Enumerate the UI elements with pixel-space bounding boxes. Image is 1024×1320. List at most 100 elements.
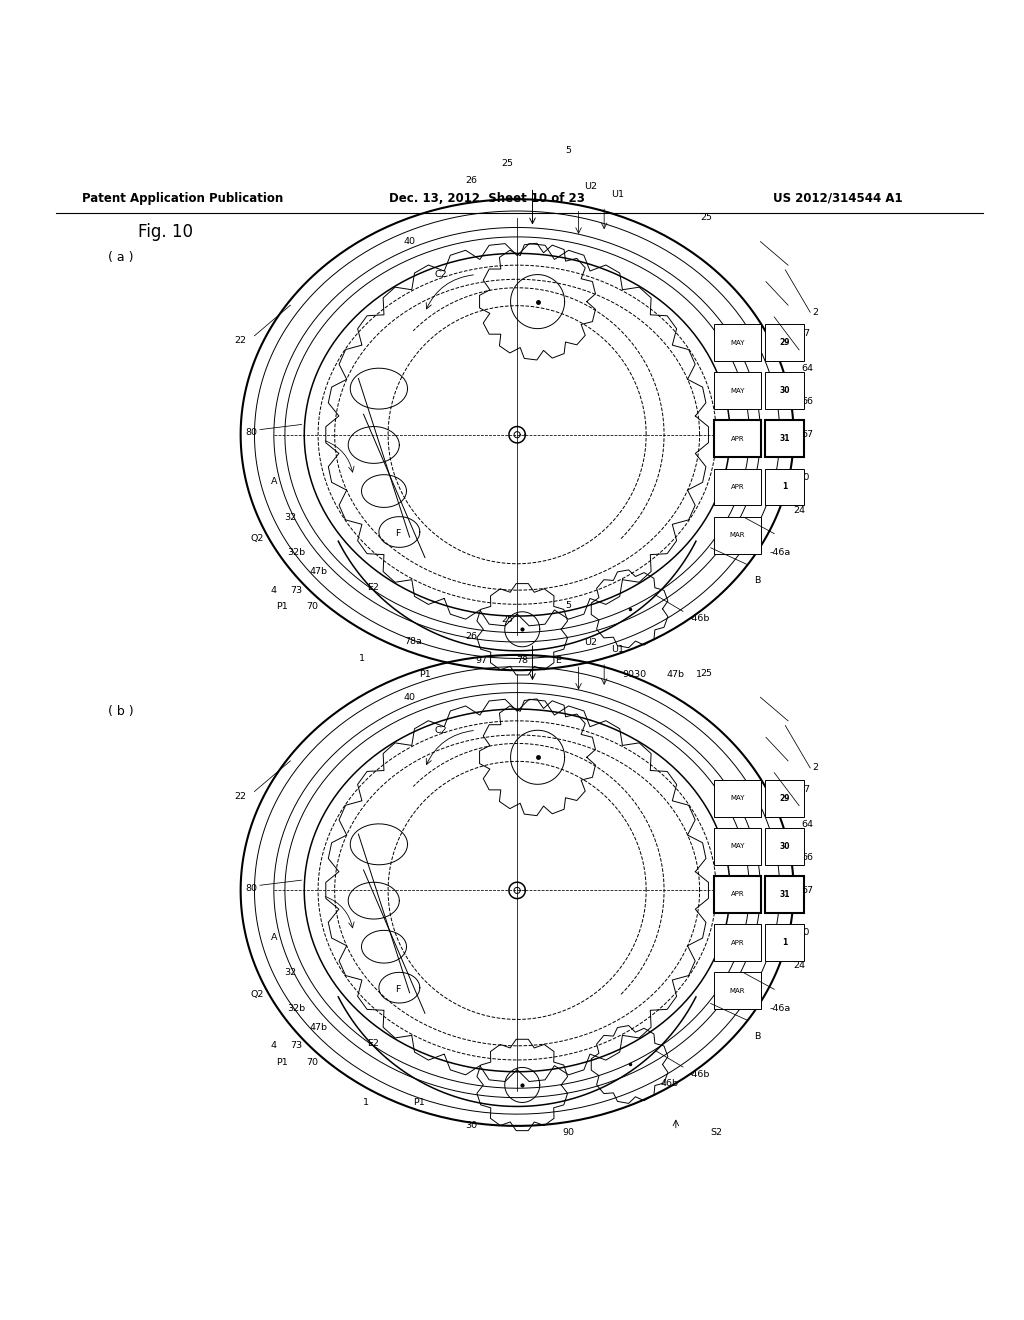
Text: 5: 5 bbox=[565, 601, 571, 610]
Bar bbox=[765, 780, 804, 817]
Text: 73: 73 bbox=[290, 1041, 302, 1051]
Text: F: F bbox=[395, 529, 401, 539]
Text: 66: 66 bbox=[802, 397, 813, 407]
Bar bbox=[714, 469, 761, 506]
Text: 1: 1 bbox=[362, 1098, 369, 1107]
Text: 24: 24 bbox=[794, 961, 805, 970]
Text: 32b: 32b bbox=[287, 1003, 305, 1012]
Text: 70: 70 bbox=[306, 1057, 318, 1067]
Text: 78a: 78a bbox=[403, 638, 422, 647]
Text: B: B bbox=[755, 1032, 761, 1041]
Text: 64: 64 bbox=[802, 820, 813, 829]
Text: 24: 24 bbox=[794, 506, 805, 515]
Text: 90: 90 bbox=[562, 1129, 574, 1138]
Text: 25: 25 bbox=[501, 158, 513, 168]
Text: P1: P1 bbox=[276, 1057, 288, 1067]
Text: P1: P1 bbox=[276, 602, 288, 611]
Text: APR: APR bbox=[731, 436, 744, 442]
Text: 22: 22 bbox=[234, 337, 247, 345]
Text: 46b: 46b bbox=[660, 1078, 678, 1088]
Text: E2: E2 bbox=[368, 1039, 379, 1048]
Bar bbox=[765, 325, 804, 360]
Bar bbox=[765, 876, 804, 913]
Text: US 2012/314544 A1: US 2012/314544 A1 bbox=[773, 191, 903, 205]
Text: 40: 40 bbox=[403, 693, 416, 702]
Text: 1: 1 bbox=[358, 653, 365, 663]
Text: 67: 67 bbox=[802, 886, 813, 895]
Text: 25: 25 bbox=[700, 669, 713, 677]
Bar bbox=[714, 876, 761, 913]
Bar bbox=[714, 780, 761, 817]
Text: MAR: MAR bbox=[730, 987, 745, 994]
Bar bbox=[714, 325, 761, 360]
Text: 1: 1 bbox=[782, 939, 787, 948]
Text: A: A bbox=[270, 478, 278, 486]
Text: 67: 67 bbox=[802, 430, 813, 440]
Text: Q2: Q2 bbox=[251, 990, 264, 998]
Text: 32: 32 bbox=[285, 512, 297, 521]
Text: 31: 31 bbox=[779, 434, 790, 444]
Text: A: A bbox=[270, 933, 278, 942]
Text: 29: 29 bbox=[779, 338, 790, 347]
Text: 47b: 47b bbox=[309, 1023, 327, 1031]
Text: U1: U1 bbox=[611, 645, 624, 655]
Text: APR: APR bbox=[731, 484, 744, 490]
Text: -46b: -46b bbox=[689, 614, 711, 623]
Text: 27: 27 bbox=[799, 784, 811, 793]
Text: P1: P1 bbox=[413, 1098, 425, 1107]
Text: C2: C2 bbox=[434, 271, 446, 279]
Text: 80: 80 bbox=[246, 884, 258, 892]
Text: 64: 64 bbox=[802, 364, 813, 374]
Text: -46b: -46b bbox=[689, 1069, 711, 1078]
Bar bbox=[765, 469, 804, 506]
Text: ( a ): ( a ) bbox=[108, 251, 133, 264]
Text: 47b: 47b bbox=[309, 566, 327, 576]
Text: 4: 4 bbox=[270, 586, 276, 595]
Text: 2: 2 bbox=[813, 763, 819, 772]
Bar bbox=[714, 420, 761, 457]
Text: 31: 31 bbox=[779, 890, 790, 899]
Bar bbox=[765, 420, 804, 457]
Text: 26: 26 bbox=[465, 632, 477, 642]
Text: 70: 70 bbox=[306, 602, 318, 611]
Text: 26: 26 bbox=[465, 177, 477, 185]
Text: 80: 80 bbox=[246, 428, 258, 437]
Text: U2: U2 bbox=[585, 638, 597, 647]
Text: B: B bbox=[755, 577, 761, 585]
Text: 2: 2 bbox=[813, 308, 819, 317]
Text: 30: 30 bbox=[465, 1122, 477, 1130]
Text: 47b: 47b bbox=[667, 671, 685, 680]
Bar bbox=[714, 924, 761, 961]
Text: 30: 30 bbox=[779, 842, 790, 851]
Text: -46a: -46a bbox=[769, 548, 791, 557]
Text: 97: 97 bbox=[475, 656, 487, 665]
Text: APR: APR bbox=[731, 891, 744, 898]
Text: 1: 1 bbox=[696, 671, 702, 680]
Text: U2: U2 bbox=[585, 182, 597, 191]
Text: MAY: MAY bbox=[730, 843, 744, 849]
Bar bbox=[765, 372, 804, 409]
Bar bbox=[714, 973, 761, 1010]
Text: Fig. 10: Fig. 10 bbox=[138, 223, 194, 242]
Text: 40: 40 bbox=[403, 238, 416, 246]
Text: 32: 32 bbox=[285, 969, 297, 977]
Text: 25: 25 bbox=[501, 615, 513, 623]
Bar bbox=[765, 924, 804, 961]
Text: 78: 78 bbox=[516, 656, 528, 665]
Text: Q2: Q2 bbox=[251, 533, 264, 543]
Text: APR: APR bbox=[731, 940, 744, 945]
Text: S2: S2 bbox=[711, 1129, 723, 1138]
Text: 27: 27 bbox=[799, 329, 811, 338]
Text: 66: 66 bbox=[802, 853, 813, 862]
Text: 30: 30 bbox=[779, 387, 790, 395]
Text: 32b: 32b bbox=[287, 548, 305, 557]
Text: MAY: MAY bbox=[730, 795, 744, 801]
Text: C2: C2 bbox=[434, 726, 446, 735]
Text: 73: 73 bbox=[290, 586, 302, 595]
Bar bbox=[714, 372, 761, 409]
Text: -46a: -46a bbox=[769, 1003, 791, 1012]
Text: 1: 1 bbox=[782, 482, 787, 491]
Text: E: E bbox=[555, 656, 561, 665]
Text: 29: 29 bbox=[779, 793, 790, 803]
Text: E2: E2 bbox=[368, 583, 379, 593]
